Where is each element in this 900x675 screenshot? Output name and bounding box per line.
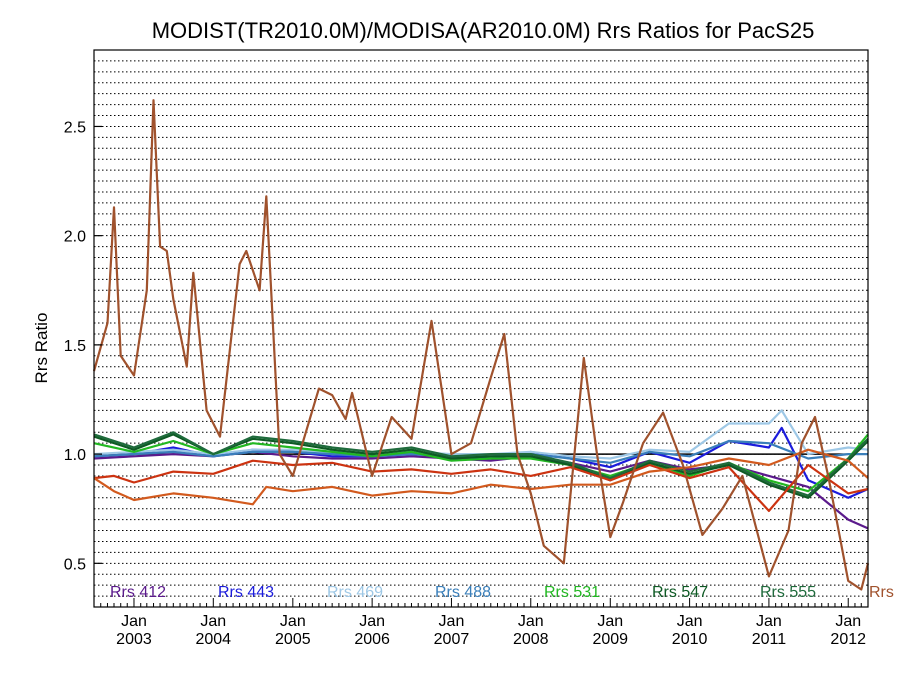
x-tick-label-year: 2005 <box>275 631 311 648</box>
y-tick-label: 1.5 <box>64 338 86 355</box>
legend-label: Rrs 531 <box>544 584 600 601</box>
x-tick-label-month: Jan <box>439 613 465 630</box>
x-tick-label-year: 2004 <box>195 631 231 648</box>
x-tick-label-year: 2006 <box>354 631 390 648</box>
series-line-rrs-555 <box>93 431 869 497</box>
x-tick-label-year: 2003 <box>116 631 152 648</box>
chart-title: MODIST(TR2010.0M)/MODISA(AR2010.0M) Rrs … <box>152 18 815 43</box>
x-tick-label-month: Jan <box>835 613 861 630</box>
legend-label: Rrs 443 <box>218 584 274 601</box>
x-tick-label-month: Jan <box>756 613 782 630</box>
legend-label: Rrs <box>869 584 894 601</box>
x-tick-label-month: Jan <box>200 613 226 630</box>
x-tick-label-month: Jan <box>280 613 306 630</box>
y-tick-label: 2.0 <box>64 229 86 246</box>
axis-ticks: 0.51.01.52.02.5Jan2003Jan2004Jan2005Jan2… <box>64 119 869 648</box>
x-tick-label-year: 2010 <box>672 631 708 648</box>
series-line-rrs-531 <box>93 433 869 493</box>
x-tick-label-year: 2012 <box>830 631 866 648</box>
x-tick-label-month: Jan <box>597 613 623 630</box>
y-tick-label: 1.0 <box>64 447 86 464</box>
legend-label: Rrs 412 <box>110 584 166 601</box>
series-lines <box>92 99 870 591</box>
x-tick-label-month: Jan <box>518 613 544 630</box>
x-tick-label-month: Jan <box>359 613 385 630</box>
legend-label: Rrs 488 <box>435 584 491 601</box>
series-line-rrs-412 <box>93 450 869 530</box>
y-axis-label: Rrs Ratio <box>32 313 51 384</box>
series-line-rrs-678 <box>92 99 870 591</box>
x-tick-label-year: 2009 <box>592 631 628 648</box>
x-tick-label-year: 2007 <box>434 631 470 648</box>
plot-frame <box>93 49 869 608</box>
x-tick-label-year: 2011 <box>752 631 787 648</box>
x-tick-label-month: Jan <box>121 613 147 630</box>
legend: Rrs 412 Rrs 443 Rrs 469 Rrs 488 Rrs 531 Rrs 5… <box>110 584 894 601</box>
x-tick-label-month: Jan <box>677 613 703 630</box>
y-tick-label: 2.5 <box>64 119 86 136</box>
x-tick-label-year: 2008 <box>513 631 549 648</box>
legend-label: Rrs 555 <box>760 584 816 601</box>
legend-label: Rrs 469 <box>327 584 383 601</box>
grid-lines <box>94 49 868 597</box>
legend-label: Rrs 547 <box>652 584 708 601</box>
y-tick-label: 0.5 <box>64 556 86 573</box>
series-line-rrs-667 <box>93 448 869 506</box>
series-line-rrs-645 <box>93 459 869 512</box>
